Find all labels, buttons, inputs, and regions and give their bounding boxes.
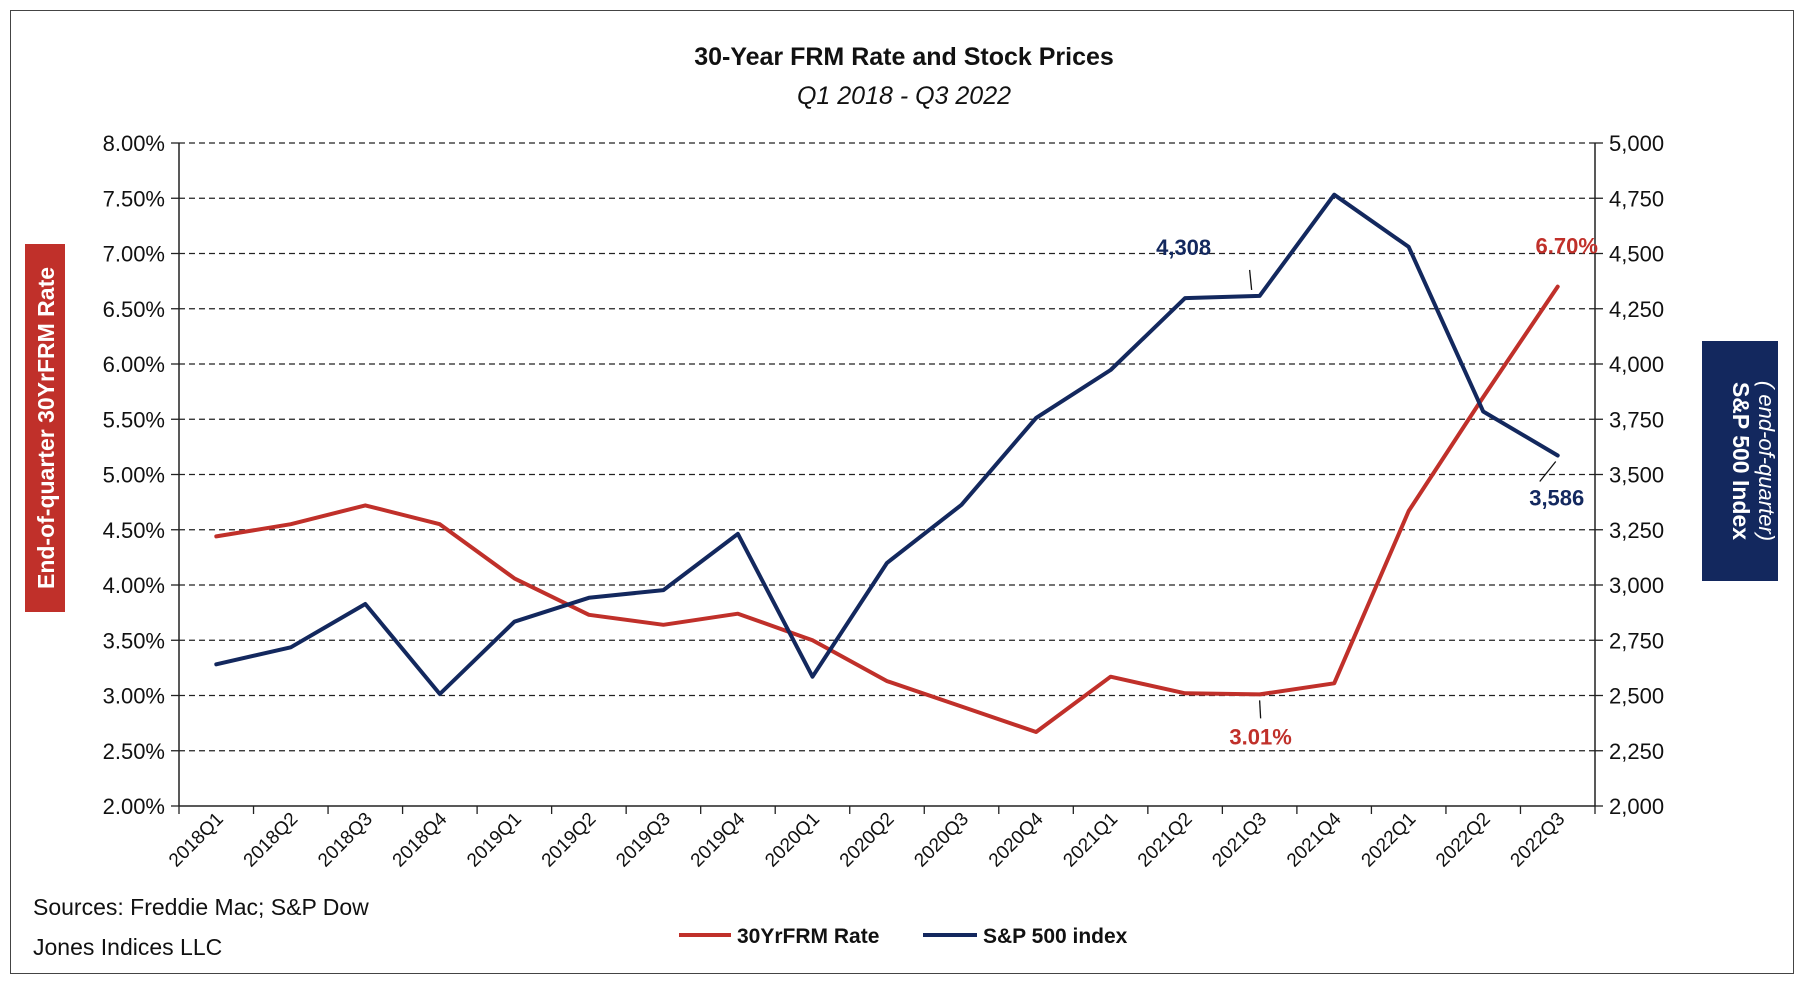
right-axis-ticks: 2,000 2,250 2,500 2,750 3,000 3,250 3,500 3,750… [1595,131,1664,819]
right-axis-label-text: S&P 500 Index [1728,382,1754,540]
chart-title: 30-Year FRM Rate and Stock Prices [694,43,1114,71]
annotation-leader [1248,269,1253,290]
left-tick-label: 4.50% [103,518,165,543]
left-tick-label: 2.50% [103,739,165,764]
chart-subtitle: Q1 2018 - Q3 2022 [797,82,1011,110]
x-tick-label: 2018Q3 [314,809,377,872]
left-axis-label: End-of-quarter 30YrFRM Rate [25,244,65,612]
legend-label-sp500: S&P 500 index [983,925,1128,948]
left-tick-label: 6.50% [103,297,165,322]
series-line-sp500 [214,192,1560,696]
right-tick-label: 3,500 [1609,463,1664,488]
annotation-label: 3.01% [1229,724,1291,749]
right-tick-label: 2,500 [1609,684,1664,709]
annotation-label: 3,586 [1529,485,1584,510]
chart-frame: 30-Year FRM Rate and Stock Prices Q1 201… [10,10,1794,974]
annotations: 4,308 3,586 6.70% 3.01% [1156,234,1598,750]
x-tick-label: 2018Q4 [389,808,452,871]
x-tick-label: 2021Q2 [1134,809,1197,872]
x-tick-label: 2019Q2 [538,809,601,872]
x-tick-label: 2020Q3 [910,809,973,872]
x-tick-label: 2022Q1 [1358,809,1421,872]
x-tick-label: 2020Q1 [761,809,824,872]
source-line-1: Sources: Freddie Mac; S&P Dow [33,894,369,920]
axes [178,143,1596,807]
series-line-frm [214,284,1560,734]
left-tick-label: 3.00% [103,684,165,709]
right-tick-label: 4,250 [1609,297,1664,322]
x-tick-label: 2021Q4 [1283,808,1346,871]
source-line-2: Jones Indices LLC [33,934,222,960]
left-tick-label: 4.00% [103,573,165,598]
annotation-leader [1539,461,1557,482]
x-axis-ticks: 2018Q1 2018Q2 2018Q3 2018Q4 2019Q1 2019Q2 2019… [165,806,1596,872]
x-tick-label: 2018Q2 [240,809,303,872]
right-axis-label: S&P 500 Index ( end-of-quarter) [1702,341,1779,581]
right-tick-label: 4,750 [1609,186,1664,211]
annotation-label: 6.70% [1536,234,1598,259]
right-tick-label: 2,750 [1609,628,1664,653]
left-tick-label: 2.00% [103,794,165,819]
left-tick-label: 8.00% [103,131,165,156]
right-tick-label: 3,750 [1609,407,1664,432]
x-tick-label: 2021Q1 [1059,809,1122,872]
left-tick-label: 5.00% [103,463,165,488]
right-tick-label: 3,250 [1609,518,1664,543]
left-tick-label: 7.00% [103,242,165,267]
x-tick-label: 2018Q1 [165,809,228,872]
series [214,192,1560,734]
annotation-label: 4,308 [1156,235,1211,260]
left-axis-label-box [25,244,65,612]
x-tick-label: 2019Q3 [612,809,675,872]
right-tick-label: 2,000 [1609,794,1664,819]
x-tick-label: 2019Q1 [463,809,526,872]
left-axis-ticks: 2.00% 2.50% 3.00% 3.50% 4.00% 4.50% 5.00% 5.50%… [103,131,179,819]
x-tick-label: 2020Q4 [985,808,1048,871]
right-axis-label-subtext: ( end-of-quarter) [1754,381,1779,541]
left-tick-label: 7.50% [103,186,165,211]
legend-label-frm: 30YrFRM Rate [737,925,879,948]
left-tick-label: 5.50% [103,407,165,432]
right-tick-label: 4,000 [1609,352,1664,377]
x-tick-label: 2022Q3 [1507,809,1570,872]
x-tick-label: 2019Q4 [687,808,750,871]
left-tick-label: 6.00% [103,352,165,377]
x-tick-label: 2022Q2 [1432,809,1495,872]
right-tick-label: 5,000 [1609,131,1664,156]
right-axis-label-box [1702,341,1778,581]
right-tick-label: 2,250 [1609,739,1664,764]
right-tick-label: 3,000 [1609,573,1664,598]
chart-svg: 30-Year FRM Rate and Stock Prices Q1 201… [25,43,1779,960]
left-axis-label-text: End-of-quarter 30YrFRM Rate [33,267,59,589]
x-tick-label: 2020Q2 [836,809,899,872]
annotation-leader [1258,700,1262,719]
legend: 30YrFRM Rate S&P 500 index [679,925,1128,948]
grid [179,142,1595,752]
x-tick-label: 2021Q3 [1208,809,1271,872]
left-tick-label: 3.50% [103,628,165,653]
right-tick-label: 4,500 [1609,242,1664,267]
